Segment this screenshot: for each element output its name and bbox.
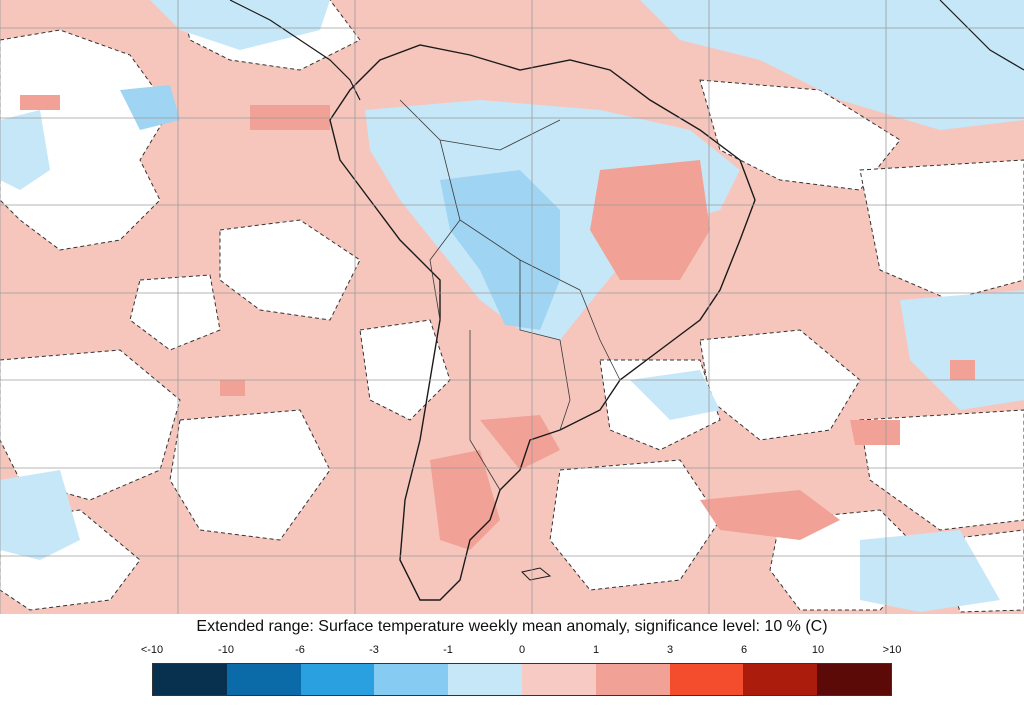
colorbar: [152, 663, 892, 696]
colorbar-swatch: [743, 664, 818, 695]
colorbar-swatch: [521, 664, 596, 695]
colorbar-label: -3: [369, 644, 379, 656]
colorbar-swatch: [817, 664, 891, 695]
africa-coastline: [939, 0, 1024, 71]
cold-anomaly-core: [120, 85, 560, 330]
colorbar-label: >10: [882, 644, 902, 656]
colorbar-swatch: [595, 664, 670, 695]
map-caption: Extended range: Surface temperature week…: [196, 618, 828, 635]
colorbar-label: 0: [518, 644, 526, 656]
colorbar-swatch: [374, 664, 449, 695]
colorbar-labels: <-10 -10 -6 -3 -1 0 1 3 6 10 >10: [0, 644, 1024, 660]
map-canvas: [0, 0, 1024, 614]
colorbar-label: -1: [443, 644, 453, 656]
country-borders: [399, 99, 621, 491]
lat-lon-grid: [0, 0, 1024, 614]
colorbar-label: 1: [592, 644, 600, 656]
falkland-islands: [521, 567, 552, 581]
anomaly-map: [0, 0, 1024, 614]
colorbar-label: <-10: [140, 644, 164, 656]
colorbar-swatch: [669, 664, 744, 695]
central-america-coastline: [229, 0, 361, 101]
warm-anomaly-core: [20, 95, 975, 550]
colorbar-label: -6: [295, 644, 305, 656]
colorbar-label: 6: [740, 644, 748, 656]
colorbar-label: 10: [811, 644, 825, 656]
colorbar-swatch: [448, 664, 522, 695]
colorbar-swatch: [153, 664, 227, 695]
colorbar-label: -10: [218, 644, 234, 656]
colorbar-swatch: [300, 664, 375, 695]
colorbar-label: 3: [666, 644, 674, 656]
colorbar-swatch: [226, 664, 301, 695]
